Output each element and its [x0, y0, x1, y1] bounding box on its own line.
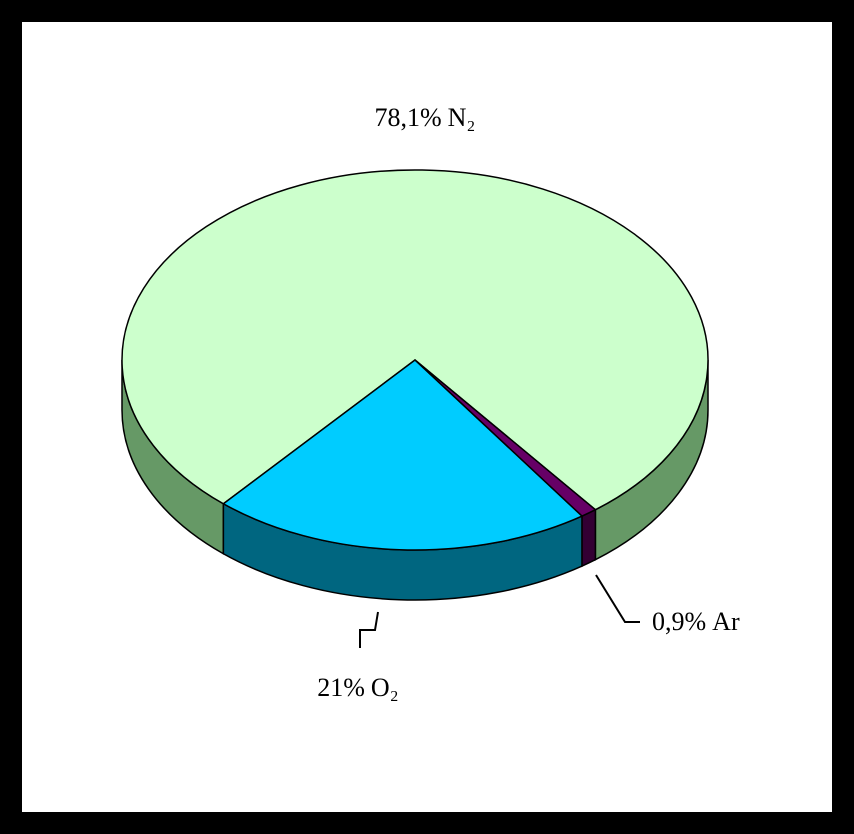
pie-slice [414, 359, 597, 517]
pie-slice [121, 169, 709, 511]
value-label: 0,9% [652, 607, 706, 636]
pie-tops [121, 169, 709, 551]
data-label: 78,1% N₂ [374, 103, 475, 132]
labels: 78,1% N₂ 21% O₂ 0,9% Ar [317, 103, 740, 702]
value-label: 21% [317, 673, 365, 702]
category-label: N₂ [448, 103, 476, 132]
category-label: Ar [712, 607, 740, 636]
category-label: O₂ [371, 673, 399, 702]
data-label: 0,9% Ar [652, 607, 740, 636]
pie-side [581, 508, 597, 568]
leader-line [359, 611, 379, 648]
value-label: 78,1% [374, 103, 441, 132]
data-label: 21% O₂ [317, 673, 399, 702]
pie-slice [222, 359, 584, 551]
leader-line [595, 574, 640, 623]
